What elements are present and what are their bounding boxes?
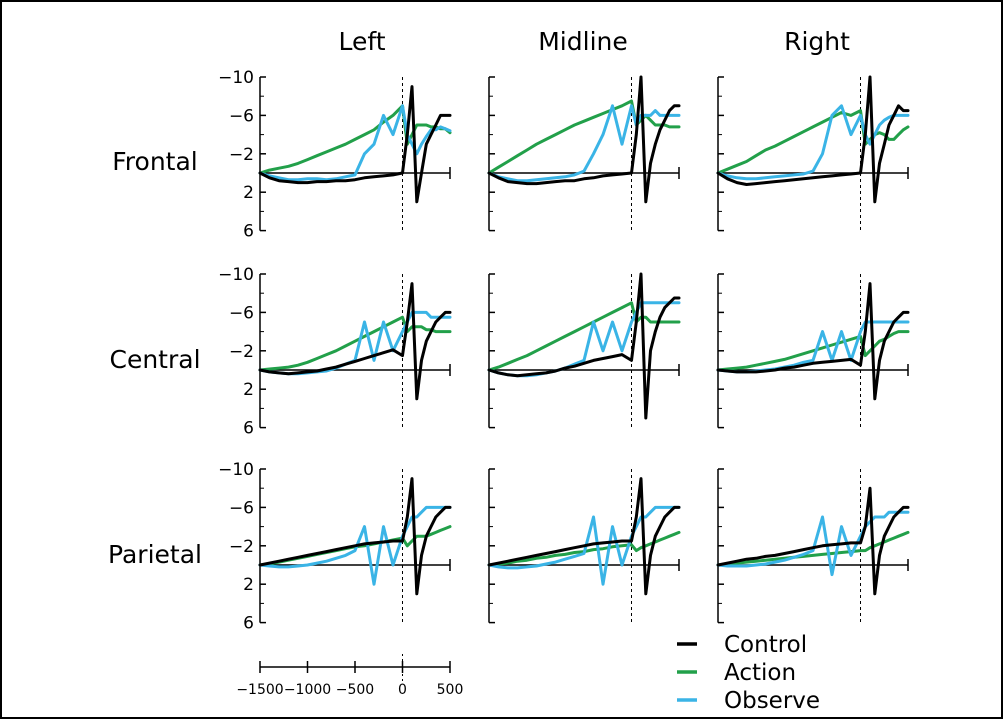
y-tick-label: 2 (243, 575, 254, 595)
series-control-parietal-right (716, 486, 910, 596)
series-observe-frontal-right (716, 104, 910, 181)
x-tick-label: −1500 (236, 682, 283, 698)
series-control-frontal-left (258, 85, 452, 204)
y-tick-label: −10 (218, 68, 254, 88)
x-tick-label: −1000 (284, 682, 331, 698)
y-tick-label: 2 (243, 380, 254, 400)
y-tick-label: −6 (229, 303, 254, 323)
series-control-parietal-midline (487, 477, 681, 596)
column-header-left: Left (338, 27, 385, 56)
series-control-central-midline (487, 272, 681, 420)
series-control-parietal-left (258, 477, 452, 596)
series-observe-parietal-left (258, 505, 452, 586)
x-tick-label: 0 (398, 682, 407, 698)
series-control-central-left (258, 282, 452, 401)
legend-label-action: Action (724, 660, 796, 686)
series-control-frontal-midline (487, 75, 681, 204)
y-tick-label: −2 (229, 342, 254, 362)
y-tick-label: −10 (218, 265, 254, 285)
y-tick-label: −6 (229, 106, 254, 126)
x-tick-label: 500 (437, 682, 464, 698)
series-action-central-left (258, 315, 452, 372)
y-tick-label: −6 (229, 498, 254, 518)
series-control-frontal-right (716, 75, 910, 204)
series-observe-parietal-midline (487, 505, 681, 586)
series-action-frontal-right (716, 109, 910, 175)
series-action-frontal-midline (487, 99, 681, 175)
y-tick-label: −10 (218, 460, 254, 480)
x-tick-label: −500 (336, 682, 374, 698)
column-header-right: Right (784, 27, 850, 56)
legend-label-observe: Observe (724, 688, 820, 714)
y-tick-label: −2 (229, 537, 254, 557)
row-label-central: Central (109, 345, 200, 374)
column-header-midline: Midline (538, 27, 628, 56)
legend-label-control: Control (724, 632, 807, 658)
row-label-frontal: Frontal (112, 147, 198, 176)
y-tick-label: 6 (243, 419, 254, 439)
series-action-frontal-left (258, 104, 452, 175)
series-observe-parietal-right (716, 510, 910, 577)
y-tick-label: 6 (243, 222, 254, 242)
y-tick-label: −2 (229, 145, 254, 165)
y-tick-label: 6 (243, 614, 254, 634)
y-tick-label: 2 (243, 183, 254, 203)
series-control-central-right (716, 282, 910, 401)
row-label-parietal: Parietal (108, 540, 202, 569)
series-observe-frontal-left (258, 104, 452, 182)
series-observe-frontal-midline (487, 104, 681, 183)
